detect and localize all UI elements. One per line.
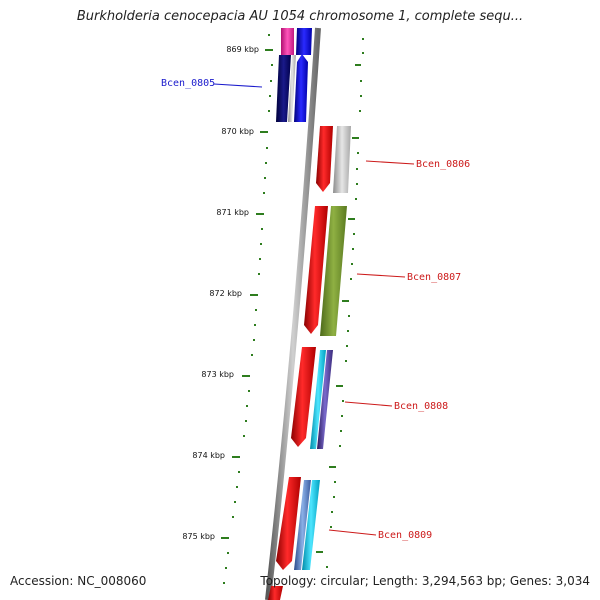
- gene-label-bcen-0806[interactable]: Bcen_0806: [416, 159, 470, 170]
- map-title: Burkholderia cenocepacia AU 1054 chromos…: [76, 9, 524, 24]
- gene-label-bcen-0807[interactable]: Bcen_0807: [407, 272, 461, 283]
- scale-label: 870 kbp: [221, 127, 254, 136]
- gene-bcen-0805[interactable]: [294, 54, 308, 122]
- scale-label: 874 kbp: [192, 451, 225, 460]
- plus-strand-genes: [276, 126, 351, 570]
- scale-label: 873 kbp: [201, 370, 234, 379]
- gene-block[interactable]: [333, 126, 351, 193]
- scale-label: 871 kbp: [216, 208, 249, 217]
- gene-bcen-0806[interactable]: [316, 126, 333, 192]
- gene-block[interactable]: [294, 480, 311, 570]
- gene-leader-line: [328, 529, 377, 536]
- gene-label-bcen-0805[interactable]: Bcen_0805: [161, 78, 215, 89]
- gene-block[interactable]: [310, 350, 326, 449]
- gene-label-bcen-0809[interactable]: Bcen_0809: [378, 530, 432, 541]
- scale-label: 872 kbp: [209, 289, 242, 298]
- gene-label-bcen-0808[interactable]: Bcen_0808: [394, 401, 448, 412]
- gene-block[interactable]: [302, 480, 320, 570]
- accession-label: Accession: NC_008060: [10, 574, 147, 588]
- chromosome-backbone: [265, 27, 321, 600]
- gene-block[interactable]: [320, 206, 347, 336]
- gene-leader-line: [356, 273, 406, 278]
- gene-bcen-0809[interactable]: [276, 477, 301, 570]
- gene-block[interactable]: [288, 55, 296, 122]
- genome-summary: Topology: circular; Length: 3,294,563 bp…: [260, 574, 590, 588]
- gene-block[interactable]: [276, 55, 291, 122]
- scale-label: 869 kbp: [226, 45, 259, 54]
- inner-scale-ticks: [221, 34, 273, 584]
- gene-bcen-0807[interactable]: [304, 206, 328, 334]
- minus-strand-genes: [268, 28, 312, 600]
- gene-bcen-0808[interactable]: [291, 347, 316, 447]
- gene-leader-line: [213, 83, 263, 88]
- gene-block[interactable]: [281, 28, 294, 55]
- gene-block[interactable]: [268, 586, 283, 600]
- scale-label: 875 kbp: [182, 532, 215, 541]
- gene-block[interactable]: [317, 350, 333, 449]
- gene-leader-line: [365, 160, 415, 165]
- gene-block[interactable]: [296, 28, 312, 55]
- gene-leader-line: [344, 401, 393, 407]
- outer-scale-ticks: [316, 38, 364, 568]
